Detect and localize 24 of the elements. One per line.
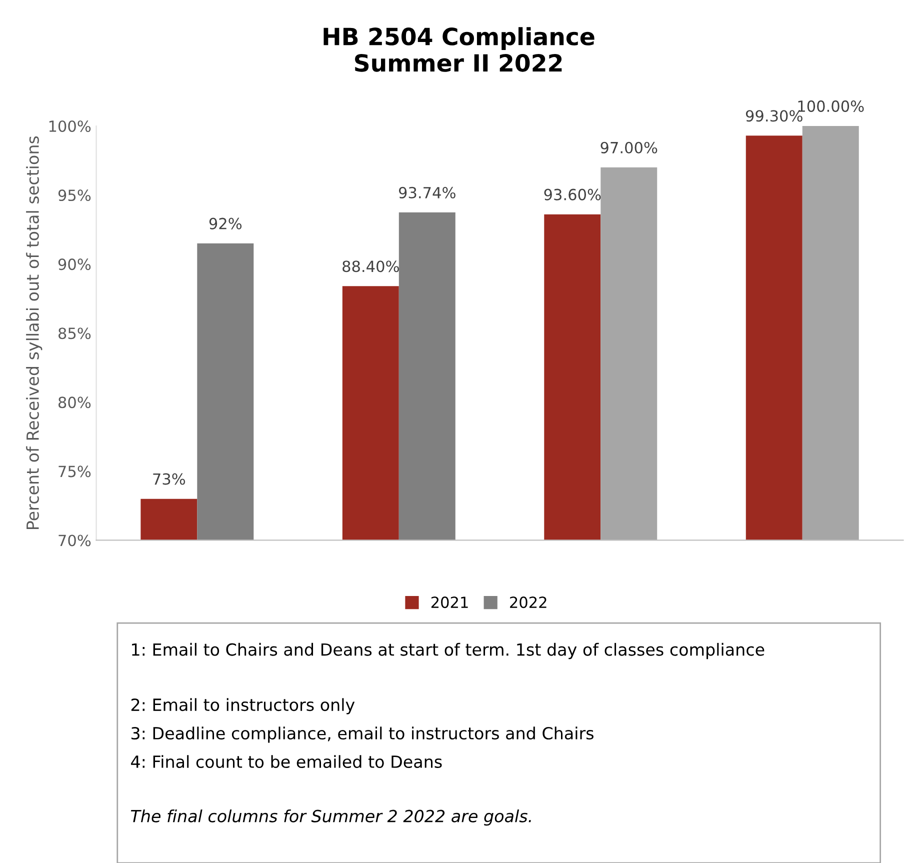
data-label: 97.00% [600,142,658,154]
chart-title: HB 2504 Compliance Summer II 2022 [324,27,594,72]
data-label: 93.60% [544,188,601,200]
y-tick-label: 80% [58,396,91,408]
legend-label: 2022 [510,596,546,608]
y-tick-label: 75% [58,466,91,478]
data-label: 92% [209,218,242,230]
y-tick-label: 100% [49,120,91,132]
data-label: 73% [153,473,186,485]
y-tick-label: 90% [58,258,91,270]
text: 3: Deadline compliance, email to instructors and Chairs [131,726,594,743]
data-label: 100.00% [798,100,864,112]
text: 1: Email to Chairs and Deans at start of term. 1st day of classes compliance [132,642,764,660]
text: The final columns for Summer 2 2022 are goals. [130,809,531,826]
text: 4: Final count to be emailed to Deans [131,755,442,768]
y-tick-label: 70% [58,534,91,546]
y-axis-title: Percent of Received syllabi out of total sections [26,136,42,530]
y-tick-label: 85% [58,328,91,340]
data-label: 93.74% [398,186,456,198]
legend-label: 2021 [431,596,468,608]
y-tick-label: 95% [58,190,91,202]
data-label: 88.40% [342,260,399,272]
text: 2: Email to instructors only [131,698,355,714]
data-label: 99.30% [746,110,802,122]
